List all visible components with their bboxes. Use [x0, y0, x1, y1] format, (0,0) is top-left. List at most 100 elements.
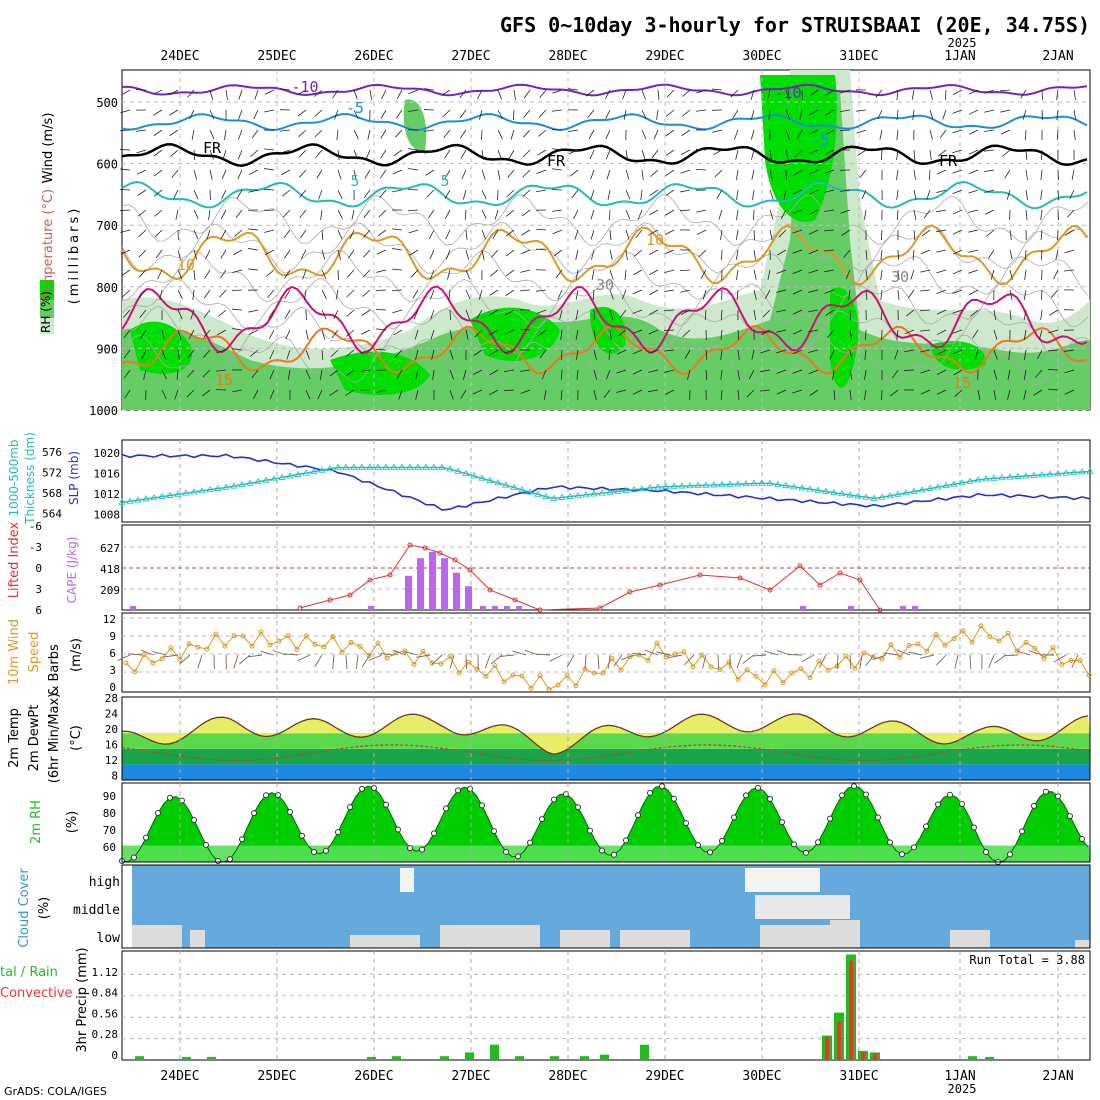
precip-small-bar: [182, 1056, 191, 1060]
wind-speed-panel: 12 9 6 3 0: [103, 612, 1092, 694]
wind-barb: [536, 189, 547, 193]
wind-barb: [750, 129, 755, 140]
thickness-marker: [374, 463, 382, 470]
wind-barb: [520, 289, 531, 292]
rh-point: [479, 802, 485, 809]
contour-label: 5: [350, 172, 359, 190]
wind-barb: [281, 169, 291, 176]
wind-barb: [557, 289, 563, 300]
wind-barb: [345, 389, 355, 396]
wind-barb: [1024, 269, 1027, 280]
wind-barb: [203, 329, 211, 339]
wind-barb: [465, 329, 469, 340]
wind-barb: [425, 169, 435, 176]
surface-wind-barb: [764, 650, 779, 656]
wind-barb: [792, 389, 803, 394]
isotherm-minus5: [121, 112, 1088, 132]
precip-small-bar: [550, 1056, 559, 1060]
precip-left-1: tal / Rain: [0, 965, 58, 980]
wind-speed-point: [186, 641, 192, 647]
wind-barb: [593, 349, 597, 360]
wind-speed-point: [987, 634, 993, 640]
wind-barb: [720, 329, 723, 340]
wind-barb: [365, 149, 371, 160]
thickness-marker: [542, 492, 550, 500]
wind-barb: [944, 89, 947, 101]
cloud-level-label: high: [89, 875, 120, 890]
thickness-marker: [422, 463, 430, 470]
wind-barb: [712, 149, 723, 156]
wind-barb: [737, 349, 740, 360]
wind-barb: [363, 209, 371, 218]
thickness-marker: [326, 465, 334, 472]
wind-barb: [321, 329, 326, 340]
cloud-background: [132, 865, 1090, 948]
wind-speed-point: [735, 676, 741, 682]
wind-barb: [154, 229, 163, 238]
wind-barb: [123, 369, 131, 379]
thickness-marker: [582, 491, 590, 498]
wind-barb: [605, 109, 611, 120]
cape-bar-small: [800, 606, 806, 610]
surface-wind-barb: [260, 650, 275, 656]
wind-barb: [314, 129, 323, 138]
wind-barb: [250, 349, 259, 357]
wind-barb: [190, 309, 195, 320]
surface-wind-barb: [668, 654, 683, 659]
wind-barb: [769, 149, 772, 160]
wind-barb: [347, 269, 355, 278]
wind-barb: [191, 129, 195, 140]
wind-barb: [767, 269, 771, 280]
rh-contour: [121, 277, 1089, 331]
wind-barb: [776, 369, 787, 374]
wind-barb: [505, 289, 515, 296]
wind-barb: [792, 289, 803, 295]
wind-barb: [263, 209, 275, 212]
wind-barb: [825, 109, 835, 116]
precip-small-bar: [515, 1056, 524, 1060]
wind-barb: [415, 389, 419, 400]
wind-barb: [192, 289, 195, 300]
date-label-bottom: 25DEC: [257, 1069, 296, 1084]
thickness-marker: [870, 494, 878, 501]
surface-wind-barb: [920, 654, 935, 659]
wind-barb: [138, 249, 147, 258]
wind-barb: [206, 229, 211, 240]
wind-barb: [705, 369, 708, 381]
thickness-marker: [774, 480, 782, 487]
thickness-marker: [558, 493, 566, 500]
wind-barb: [721, 249, 723, 261]
wind-barb: [768, 109, 771, 120]
wind-barb: [1064, 269, 1075, 272]
cloud-frame: [121, 864, 1091, 949]
wind-barb: [143, 369, 147, 380]
wind-barb: [238, 109, 243, 120]
wind-barb: [824, 189, 835, 193]
wind-barb: [353, 169, 357, 180]
wind-barb: [203, 349, 211, 358]
surface-wind-barb: [836, 654, 839, 670]
surface-wind-barb: [248, 654, 263, 658]
wind-barb: [968, 109, 979, 115]
wind-barb: [237, 169, 243, 180]
wind-barb: [603, 389, 611, 399]
thickness-marker: [182, 489, 190, 496]
surface-wind-barb: [859, 654, 863, 669]
thickness-marker: [758, 479, 766, 486]
wind-barb: [808, 349, 819, 353]
wind-barb: [585, 89, 595, 97]
wind-barb: [737, 369, 740, 380]
lifted-index-point: [857, 577, 863, 583]
wind-barb: [625, 189, 631, 200]
wind-barb: [666, 109, 675, 117]
wind-barb: [268, 309, 275, 319]
wind-barb: [588, 129, 595, 139]
wind-barb: [445, 229, 451, 240]
surface-wind-barb: [1071, 654, 1079, 668]
wind-barb: [497, 129, 503, 140]
wind-barb: [590, 189, 595, 200]
wind-speed-point: [969, 639, 975, 645]
wind-speed-point: [978, 623, 984, 629]
wind-barb: [1000, 89, 1011, 92]
wind-barb: [859, 169, 867, 178]
